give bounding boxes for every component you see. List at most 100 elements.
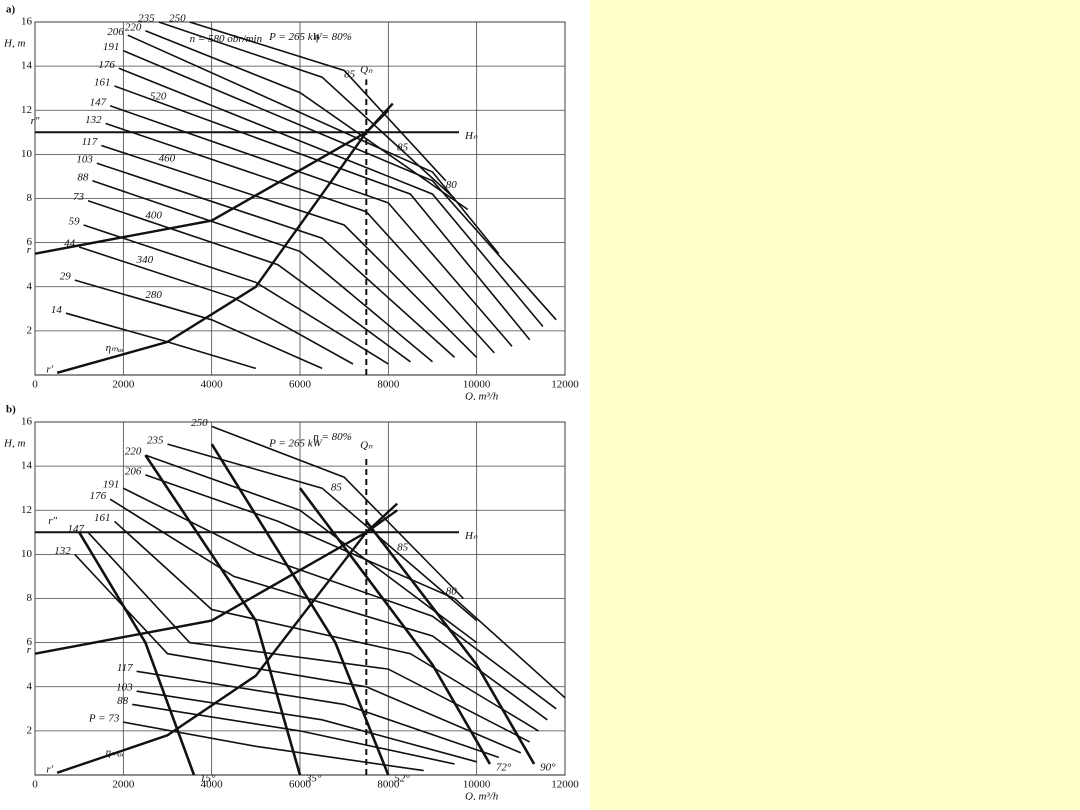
curve [109, 498, 548, 721]
curve-label: 235 [138, 13, 155, 25]
curve-label: Hₙ [464, 530, 478, 542]
y-axis-label: H, m [3, 438, 25, 450]
annotation: 80 [446, 179, 458, 191]
curve-label: 220 [125, 21, 142, 33]
curve-label: P = 73 [88, 713, 120, 725]
curve-label: 161 [94, 512, 111, 524]
curve [136, 670, 500, 759]
curve [123, 721, 424, 772]
curve [78, 246, 354, 365]
x-tick-label: 4000 [201, 779, 224, 791]
curve [145, 30, 469, 211]
curve [101, 144, 478, 358]
y-tick-label: 10 [21, 148, 33, 160]
curve [122, 49, 557, 321]
annotation: r″ [31, 115, 40, 127]
curve-label: 103 [116, 682, 133, 694]
curve [56, 502, 399, 774]
y-tick-label: 10 [21, 548, 33, 560]
curve [74, 279, 323, 370]
y-tick-label: 16 [21, 16, 33, 28]
y-tick-label: 12 [21, 504, 32, 516]
curve [189, 21, 447, 182]
curve [87, 199, 411, 363]
curve-label: 59 [69, 216, 81, 228]
curve-label: 15° [200, 773, 216, 785]
curve [211, 425, 464, 600]
annotation: 85 [397, 141, 409, 153]
x-tick-label: 8000 [377, 779, 400, 791]
x-tick-label: 10000 [463, 779, 491, 791]
curve [158, 21, 456, 200]
curve-label: r′ [46, 763, 53, 775]
annotation: 85 [397, 541, 409, 553]
x-tick-label: 2000 [112, 379, 135, 391]
curve [87, 531, 531, 743]
y-tick-label: 14 [21, 60, 33, 72]
curve-label: 176 [98, 59, 115, 71]
annotation: ηₘₐₓ [106, 746, 125, 758]
curve-label: 147 [90, 96, 107, 108]
x-tick-label: 10000 [463, 379, 491, 391]
curve-label: 90° [540, 762, 556, 774]
curve [118, 67, 544, 328]
panel-label: a) [6, 4, 16, 16]
curve [109, 105, 513, 347]
annotation: P = 265 kW [268, 438, 323, 450]
curve [56, 102, 394, 374]
annotation: η = 80% [313, 31, 352, 43]
x-axis-label: Q, m³/h [465, 391, 499, 400]
curve-label: 206 [107, 26, 124, 38]
y-tick-label: 16 [21, 416, 33, 428]
curve [127, 34, 500, 255]
curve-label: 72° [496, 762, 512, 774]
curve-label: r [27, 244, 32, 256]
x-axis-label: Q, m³/h [465, 791, 499, 800]
annotation: 460 [159, 152, 176, 164]
annotation: 280 [145, 289, 162, 301]
annotation: ηₘₐₓ [106, 342, 125, 354]
y-tick-label: 12 [21, 104, 32, 116]
curve [136, 690, 477, 763]
curve-label: 176 [90, 490, 107, 502]
y-tick-label: 8 [27, 592, 33, 604]
curve-label: 73 [73, 191, 85, 203]
curve-label: 250 [191, 417, 208, 429]
curve [365, 520, 536, 765]
curve-label: 35° [305, 773, 322, 785]
curve-label: 191 [103, 479, 120, 491]
x-tick-label: 12000 [551, 779, 579, 791]
curve-label: 220 [125, 446, 142, 458]
annotation: P = 265 kW [268, 31, 323, 43]
x-tick-label: 2000 [112, 779, 135, 791]
x-tick-label: 0 [32, 379, 38, 391]
curve-label: 103 [76, 154, 93, 166]
curve [92, 180, 434, 363]
curve [78, 531, 196, 776]
y-tick-label: 4 [27, 680, 33, 692]
x-tick-label: 4000 [201, 379, 224, 391]
curve-label: 29 [60, 271, 72, 283]
curve-label: 132 [54, 545, 71, 557]
curve-label: 52° [394, 773, 410, 785]
curve-label: 88 [117, 695, 129, 707]
annotation: 400 [145, 210, 162, 222]
x-tick-label: 0 [32, 779, 38, 791]
y-axis-label: H, m [3, 38, 25, 50]
curve-label: Qₙ [360, 64, 373, 76]
annotation: 520 [150, 91, 167, 103]
curve-label: r [27, 644, 32, 656]
y-tick-label: 8 [27, 192, 33, 204]
y-tick-label: 6 [27, 236, 33, 248]
curve [167, 443, 478, 622]
curve [113, 520, 539, 732]
y-tick-label: 14 [21, 460, 33, 472]
curve-label: r′ [46, 363, 53, 375]
curve [132, 703, 455, 765]
y-tick-label: 2 [27, 724, 33, 736]
curve-label: 132 [85, 114, 102, 126]
curve-label: 161 [94, 77, 111, 89]
chart: 0 2000 4000 6000 8000 10000 12000 2 4 6 8 10 12 14 16 b… [3, 404, 579, 800]
curve [298, 487, 492, 765]
